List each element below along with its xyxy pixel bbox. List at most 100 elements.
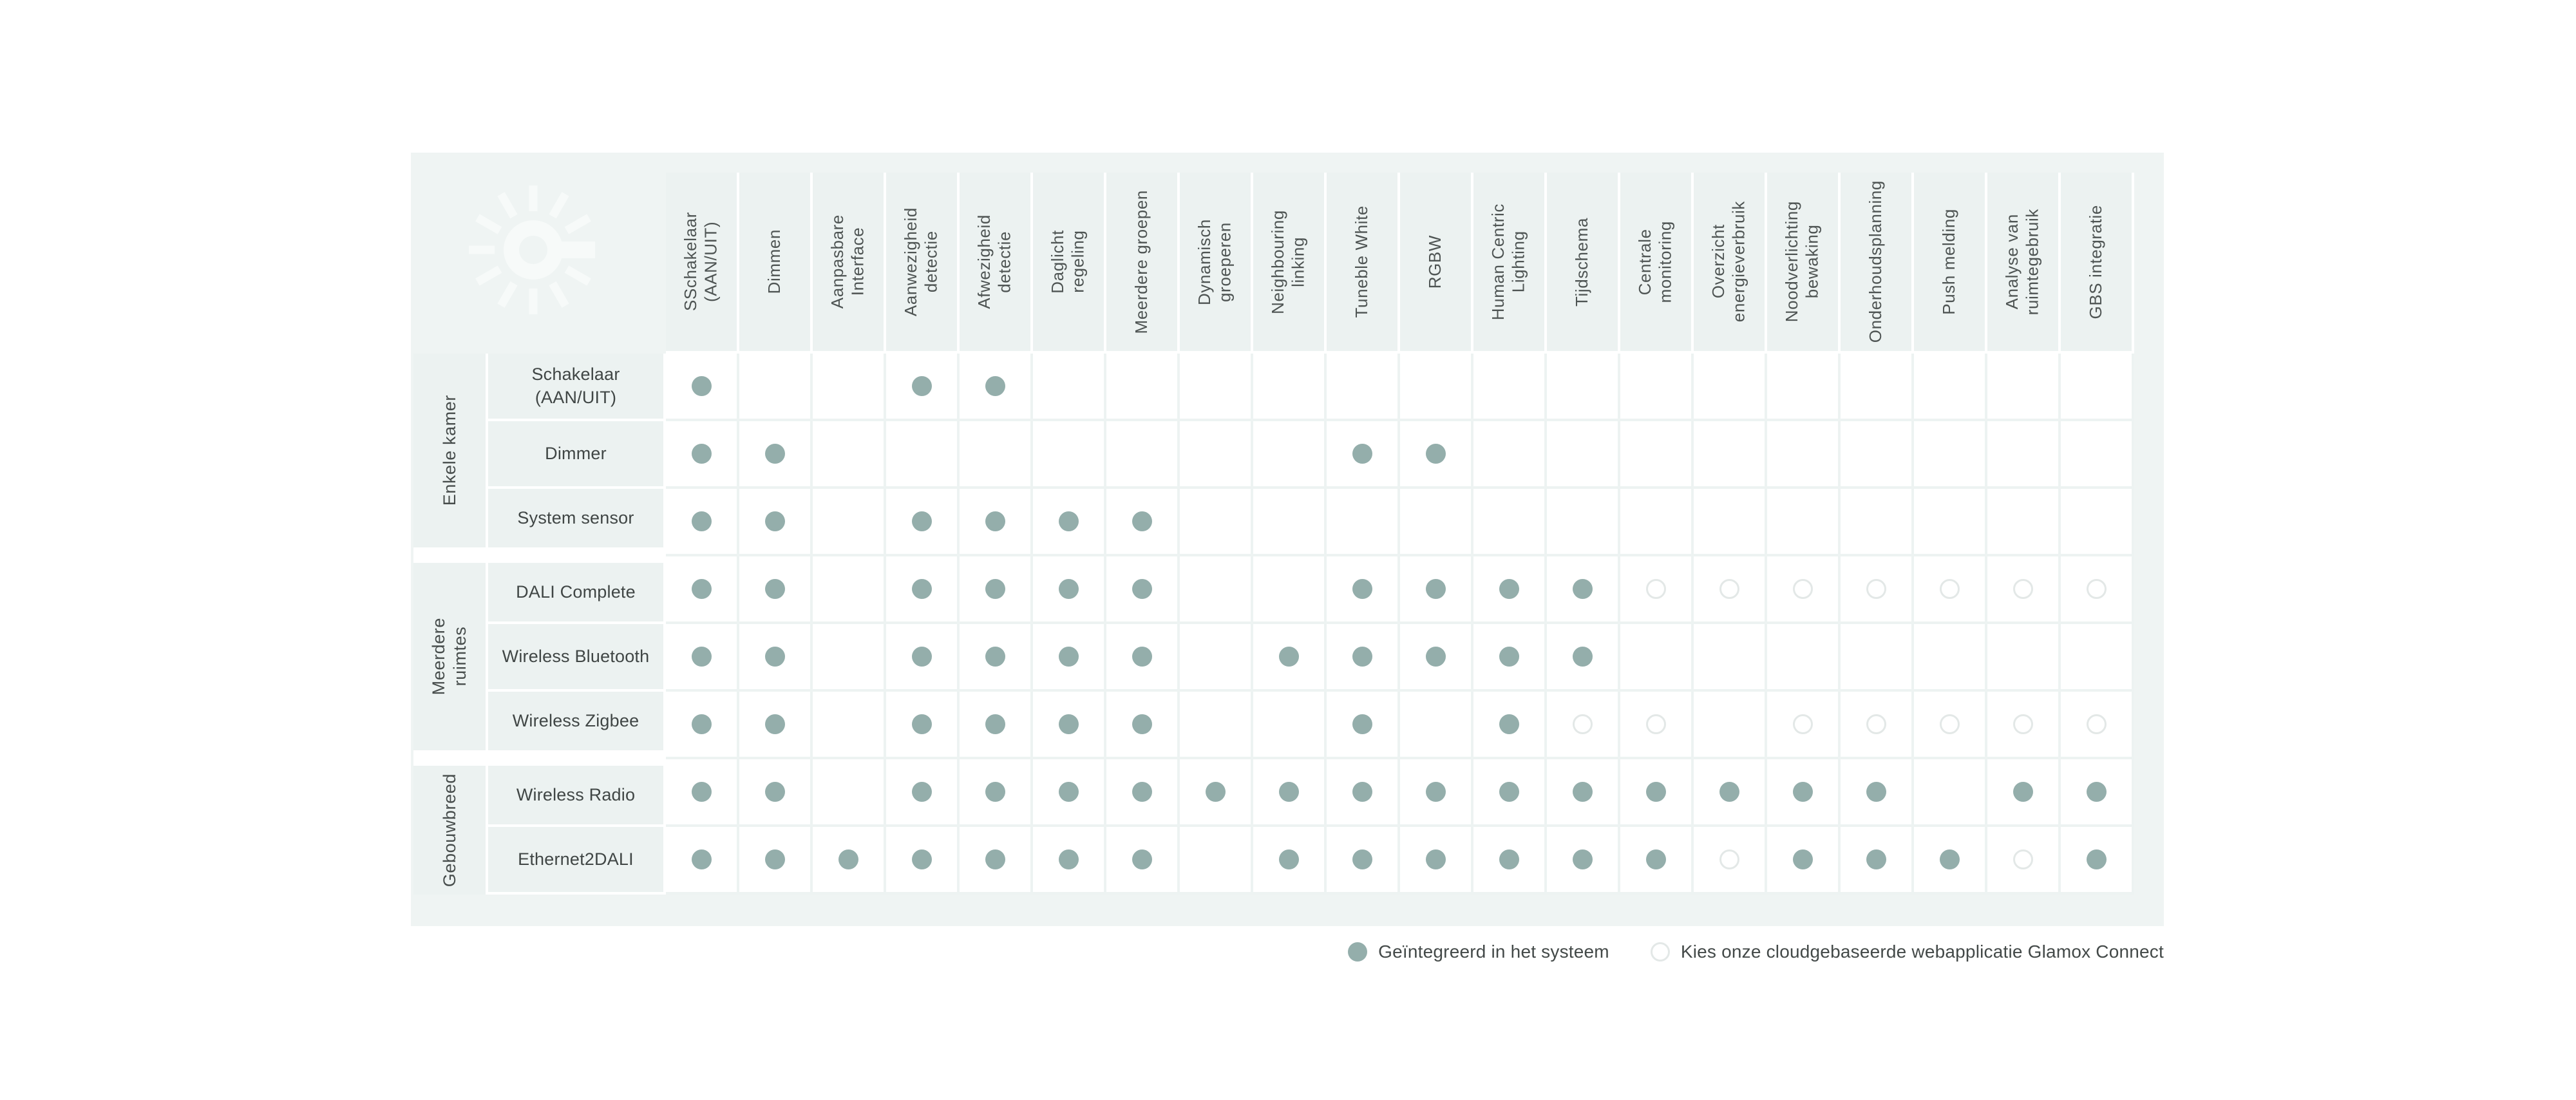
dot-outline-icon <box>1650 942 1670 962</box>
row-label: DALI Complete <box>488 556 666 624</box>
matrix-cell <box>1253 759 1327 827</box>
matrix-cell <box>739 624 813 692</box>
matrix-cell <box>1767 421 1841 489</box>
matrix-cell <box>1841 827 1914 895</box>
dot-outline-icon <box>2086 714 2107 734</box>
dot-filled-icon <box>1352 849 1372 869</box>
matrix-cell <box>1547 489 1620 556</box>
matrix-cell <box>886 759 960 827</box>
dot-filled-icon <box>1939 849 1960 869</box>
dot-filled-icon <box>1058 579 1079 599</box>
column-header-label: Noodverlichting bewaking <box>1782 201 1822 323</box>
dot-filled-icon <box>1425 849 1446 869</box>
column-header-label: Dimmen <box>764 229 784 294</box>
column-header: Neighbouring linking <box>1253 173 1327 354</box>
dot-filled-icon <box>911 511 932 531</box>
matrix-cell <box>1473 421 1547 489</box>
matrix-cell <box>1327 624 1400 692</box>
dot-filled-icon <box>985 714 1005 734</box>
legend-item-outline: Kies onze cloudgebaseerde webapplicatie … <box>1650 942 2164 962</box>
matrix-cell <box>1106 489 1180 556</box>
matrix-cell <box>1033 421 1106 489</box>
dot-outline-icon <box>1939 714 1960 734</box>
column-header: Dynamisch groeperen <box>1180 173 1253 354</box>
column-header: Daglicht regeling <box>1033 173 1106 354</box>
matrix-cell <box>1620 692 1694 759</box>
matrix-cell <box>1841 421 1914 489</box>
matrix-cell <box>1180 354 1253 421</box>
matrix-cell <box>1473 489 1547 556</box>
dot-filled-icon <box>1132 511 1152 531</box>
matrix-cell <box>1106 421 1180 489</box>
matrix-cell <box>1767 759 1841 827</box>
matrix-cell <box>2061 354 2134 421</box>
row-label: Wireless Bluetooth <box>488 624 666 692</box>
matrix-cell <box>1694 759 1767 827</box>
matrix-cell <box>1914 556 1987 624</box>
dot-filled-icon <box>691 511 712 531</box>
matrix-cell <box>1033 759 1106 827</box>
dot-outline-icon <box>1792 714 1813 734</box>
matrix-cell <box>813 489 886 556</box>
column-header: Aanpasbare Interface <box>813 173 886 354</box>
matrix-cell <box>1327 421 1400 489</box>
column-header: Push melding <box>1914 173 1987 354</box>
dot-outline-icon <box>1645 714 1666 734</box>
matrix-cell <box>960 759 1033 827</box>
column-header-label: Onderhoudsplanning <box>1866 180 1886 343</box>
dot-filled-icon <box>2086 849 2107 869</box>
matrix-cell <box>1987 759 2061 827</box>
dot-filled-icon <box>1792 782 1813 802</box>
matrix-cell <box>2061 692 2134 759</box>
group-label-cell: Meerdere ruimtes <box>413 556 488 759</box>
legend: Geïntegreerd in het systeem Kies onze cl… <box>1348 935 2164 969</box>
column-header-label: Aanpasbare Interface <box>828 214 867 309</box>
matrix-cell <box>1180 692 1253 759</box>
matrix-cell <box>1767 556 1841 624</box>
matrix-cell <box>886 489 960 556</box>
column-header: Analyse van ruimtegebruik <box>1987 173 2061 354</box>
matrix-cell <box>1987 692 2061 759</box>
matrix-cell <box>813 759 886 827</box>
group-label: Enkele kamer <box>439 395 459 506</box>
matrix-cell <box>813 692 886 759</box>
matrix-cell <box>1327 827 1400 895</box>
dot-filled-icon <box>691 714 712 734</box>
dot-filled-icon <box>1278 647 1299 667</box>
matrix-cell <box>1547 692 1620 759</box>
dot-filled-icon <box>1499 782 1519 802</box>
feature-matrix: SSchakelaar (AAN/UIT) Dimmen Aanpasbare In… <box>413 173 2134 895</box>
column-header-label: Tuneble White <box>1352 205 1372 318</box>
matrix-cell <box>1767 354 1841 421</box>
column-header-label: Push melding <box>1939 209 1959 315</box>
matrix-cell <box>1841 624 1914 692</box>
dot-filled-icon <box>1132 849 1152 869</box>
legend-filled-label: Geïntegreerd in het systeem <box>1378 942 1609 962</box>
matrix-cell <box>1987 421 2061 489</box>
matrix-cell <box>2061 827 2134 895</box>
group-label-cell: Gebouwbreed <box>413 759 488 895</box>
dot-outline-icon <box>1792 579 1813 599</box>
matrix-cell <box>739 556 813 624</box>
matrix-cell <box>1841 759 1914 827</box>
dot-filled-icon <box>1499 849 1519 869</box>
matrix-cell <box>1106 759 1180 827</box>
matrix-cell <box>1253 827 1327 895</box>
matrix-cell <box>1106 827 1180 895</box>
matrix-cell <box>1694 624 1767 692</box>
matrix-cell <box>1400 489 1473 556</box>
dot-filled-icon <box>691 376 712 396</box>
matrix-cell <box>1473 827 1547 895</box>
dot-filled-icon <box>1132 647 1152 667</box>
column-header-label: Centrale monitoring <box>1635 220 1675 303</box>
dot-outline-icon <box>1939 579 1960 599</box>
matrix-cell <box>960 624 1033 692</box>
matrix-cell <box>1400 354 1473 421</box>
dot-filled-icon <box>1278 782 1299 802</box>
matrix-cell <box>1327 556 1400 624</box>
matrix-cell <box>2061 624 2134 692</box>
dot-filled-icon <box>764 647 785 667</box>
dot-filled-icon <box>985 849 1005 869</box>
dot-filled-icon <box>1866 849 1886 869</box>
matrix-cell <box>1914 624 1987 692</box>
